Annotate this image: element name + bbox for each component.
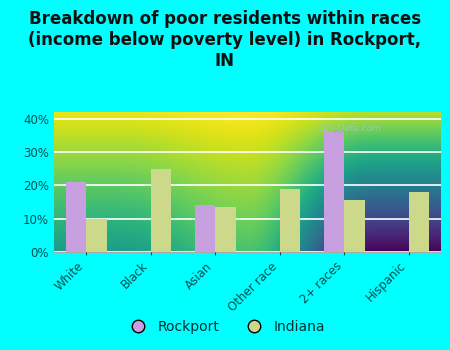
Bar [151,169,171,252]
Bar [324,132,344,252]
Bar [344,200,365,252]
Bar [194,205,215,252]
Bar [86,219,107,252]
Bar [215,207,236,252]
Bar [280,189,301,252]
Bar [66,182,86,252]
Bar [409,192,429,252]
Legend: Rockport, Indiana: Rockport, Indiana [119,314,331,340]
Text: City-Data.com: City-Data.com [317,124,381,133]
Text: Breakdown of poor residents within races
(income below poverty level) in Rockpor: Breakdown of poor residents within races… [28,10,422,70]
